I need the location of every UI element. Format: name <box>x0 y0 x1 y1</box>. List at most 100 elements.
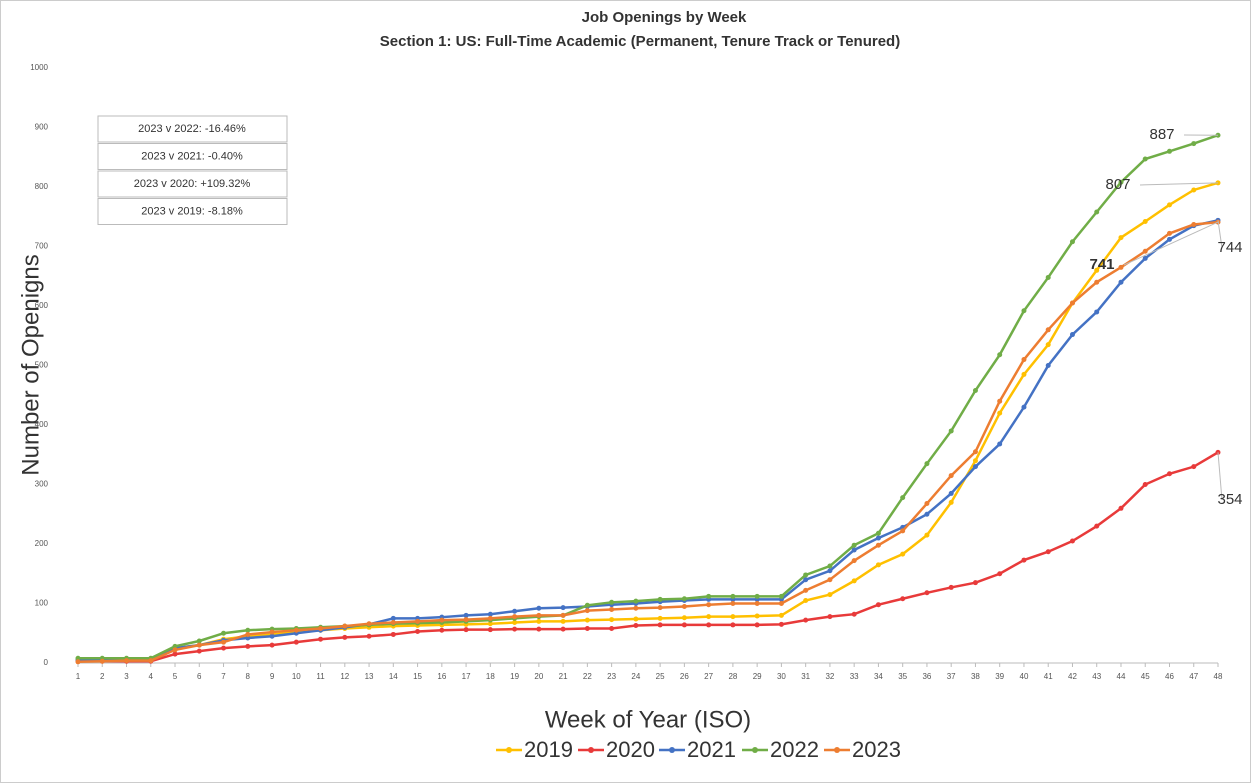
x-tick-label: 13 <box>365 672 374 681</box>
point <box>463 612 469 618</box>
point <box>1045 363 1051 368</box>
point <box>827 568 833 574</box>
point <box>1166 230 1172 236</box>
point <box>997 571 1003 577</box>
legend-marker <box>506 747 512 753</box>
point <box>560 626 566 632</box>
point <box>972 458 978 464</box>
point <box>851 547 857 553</box>
point <box>851 558 857 564</box>
point <box>1069 239 1075 245</box>
point <box>1142 156 1148 162</box>
legend-marker <box>588 747 594 753</box>
x-tick-label: 39 <box>995 672 1004 681</box>
x-tick-label: 25 <box>656 672 665 681</box>
point <box>560 605 566 611</box>
point <box>75 659 81 665</box>
x-tick-label: 43 <box>1092 672 1101 681</box>
x-tick-label: 31 <box>801 672 810 681</box>
point <box>1118 179 1124 185</box>
chart-subtitle: Section 1: US: Full-Time Academic (Perma… <box>380 33 900 50</box>
point <box>487 615 493 621</box>
x-tick-label: 40 <box>1020 672 1029 681</box>
legend-marker <box>669 747 675 753</box>
point <box>875 530 881 536</box>
point <box>778 621 784 627</box>
x-tick-label: 22 <box>583 672 592 681</box>
point <box>1094 209 1100 215</box>
point <box>293 627 299 633</box>
point <box>900 495 906 501</box>
point <box>463 627 469 633</box>
point <box>536 626 542 632</box>
x-tick-label: 9 <box>270 672 275 681</box>
point <box>390 620 396 626</box>
point <box>754 622 760 628</box>
point <box>900 551 906 557</box>
point <box>754 613 760 619</box>
point <box>875 535 881 541</box>
data-label: 807 <box>1105 176 1130 193</box>
point <box>851 611 857 617</box>
point <box>851 542 857 548</box>
point <box>366 621 372 627</box>
point <box>924 461 930 467</box>
point <box>1021 357 1027 363</box>
point <box>972 387 978 393</box>
point <box>269 633 275 639</box>
point <box>972 449 978 455</box>
point <box>196 638 202 644</box>
legend-label: 2023 <box>852 737 901 762</box>
data-label: 741 <box>1089 256 1114 273</box>
point <box>681 603 687 609</box>
point <box>1118 235 1124 241</box>
point <box>633 598 639 604</box>
point <box>924 511 930 517</box>
y-tick-label: 700 <box>35 242 49 251</box>
point <box>584 602 590 608</box>
point <box>1166 236 1172 242</box>
chart-title: Job Openings by Week <box>582 9 747 26</box>
point <box>633 623 639 629</box>
legend-label: 2019 <box>524 737 573 762</box>
x-tick-label: 27 <box>704 672 713 681</box>
point <box>390 631 396 637</box>
point <box>948 428 954 434</box>
point <box>1045 342 1051 348</box>
point <box>245 643 251 649</box>
x-tick-label: 26 <box>680 672 689 681</box>
y-tick-label: 500 <box>35 361 49 370</box>
x-tick-label: 42 <box>1068 672 1077 681</box>
point <box>730 601 736 606</box>
point <box>803 577 809 583</box>
point <box>827 577 833 583</box>
x-tick-label: 12 <box>340 672 349 681</box>
point <box>730 622 736 628</box>
x-tick-label: 29 <box>753 672 762 681</box>
annotation-box <box>97 170 288 198</box>
x-tick-label: 18 <box>486 672 495 681</box>
point <box>754 593 760 599</box>
x-tick-label: 33 <box>850 672 859 681</box>
point <box>512 626 518 632</box>
point <box>924 501 930 507</box>
x-tick-label: 30 <box>777 672 786 681</box>
y-tick-label: 900 <box>35 123 49 132</box>
series-line <box>78 134 1219 660</box>
point <box>778 593 784 599</box>
point <box>584 617 590 623</box>
y-tick-label: 200 <box>35 539 49 548</box>
point <box>1094 267 1100 273</box>
point <box>609 599 615 605</box>
point <box>681 622 687 628</box>
point <box>172 651 178 657</box>
point <box>366 633 372 639</box>
point <box>584 625 590 631</box>
x-tick-label: 28 <box>728 672 737 681</box>
point <box>706 602 712 608</box>
point <box>536 605 542 611</box>
point <box>1142 482 1148 487</box>
annotation: 2023 v 2022: -16.46% <box>138 123 246 135</box>
point <box>1166 148 1172 154</box>
